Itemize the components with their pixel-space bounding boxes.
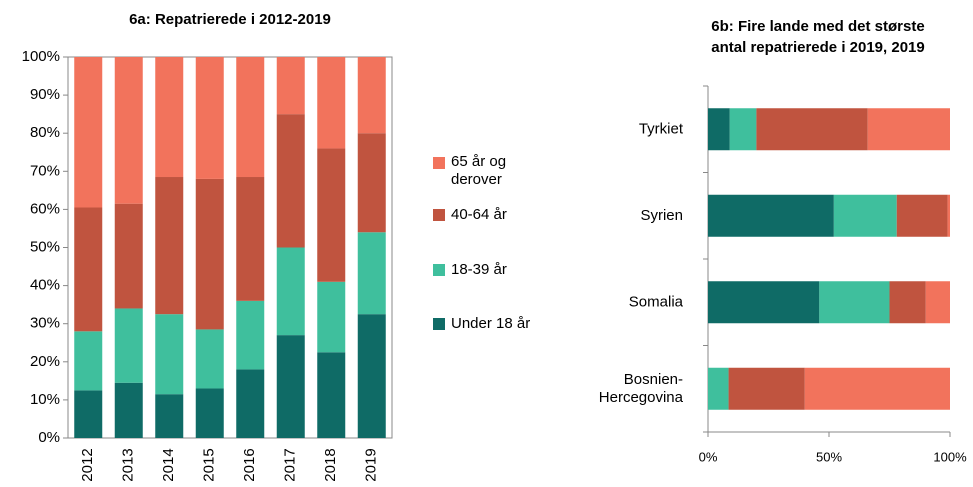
y-tick-label: Bosnien-Hercegovina bbox=[599, 371, 684, 406]
legend-swatch bbox=[433, 157, 445, 169]
bar-segment bbox=[195, 57, 224, 179]
chart-title: 6b: Fire lande med det største bbox=[711, 18, 924, 35]
bar-segment bbox=[114, 57, 143, 204]
legend-swatch bbox=[433, 209, 445, 221]
bar-segment bbox=[195, 388, 224, 438]
bar-segment bbox=[236, 57, 265, 178]
bar-segment bbox=[195, 329, 224, 389]
bar-segment bbox=[155, 394, 184, 438]
y-tick-label: 90% bbox=[30, 86, 60, 103]
bar-segment bbox=[947, 194, 950, 237]
y-tick-label: 0% bbox=[38, 429, 60, 446]
bar-segment bbox=[317, 148, 346, 282]
bar-segment bbox=[236, 369, 265, 438]
bar-segment bbox=[317, 281, 346, 353]
bar-segment bbox=[155, 314, 184, 395]
bar-segment bbox=[708, 194, 834, 237]
bar-segment bbox=[155, 57, 184, 178]
x-tick-label: 2012 bbox=[79, 448, 96, 481]
bar-segment bbox=[236, 300, 265, 370]
x-tick-label: 0% bbox=[699, 449, 718, 464]
y-tick-label: Somalia bbox=[629, 293, 684, 310]
legend-swatch bbox=[433, 264, 445, 276]
chart-title: antal repatrierede i 2019, 2019 bbox=[711, 39, 924, 56]
y-tick-label: 70% bbox=[30, 162, 60, 179]
bar-segment bbox=[155, 177, 184, 315]
bar-segment bbox=[708, 367, 729, 410]
bar-segment bbox=[114, 203, 143, 309]
bar-segment bbox=[276, 57, 305, 115]
chart-title: 6a: Repatrierede i 2012-2019 bbox=[129, 11, 331, 28]
bar-segment bbox=[317, 352, 346, 438]
x-tick-label: 2015 bbox=[201, 448, 218, 481]
bar-segment bbox=[276, 335, 305, 438]
bar-segment bbox=[889, 281, 926, 324]
y-tick-label: 100% bbox=[22, 48, 60, 65]
bar-segment bbox=[925, 281, 950, 324]
y-tick-label: 80% bbox=[30, 124, 60, 141]
bar-segment bbox=[74, 390, 103, 438]
y-tick-label: 40% bbox=[30, 277, 60, 294]
x-tick-label: 2018 bbox=[322, 448, 339, 481]
bar-segment bbox=[819, 281, 890, 324]
bar-segment bbox=[195, 178, 224, 330]
legend-label: 18-39 år bbox=[451, 261, 507, 278]
legend-swatch bbox=[433, 318, 445, 330]
bar-segment bbox=[74, 207, 103, 332]
bar-segment bbox=[74, 331, 103, 391]
bar-segment bbox=[729, 108, 757, 151]
bar-segment bbox=[804, 367, 950, 410]
bar-segment bbox=[114, 382, 143, 438]
bar-segment bbox=[357, 232, 386, 315]
x-tick-label: 2016 bbox=[241, 448, 258, 481]
bar-segment bbox=[756, 108, 868, 151]
bar-segment bbox=[74, 57, 103, 208]
legend-label: 40-64 år bbox=[451, 206, 507, 223]
legend-label: Under 18 år bbox=[451, 315, 530, 332]
bar-segment bbox=[114, 308, 143, 383]
y-tick-label: 10% bbox=[30, 391, 60, 408]
bar-segment bbox=[357, 133, 386, 233]
x-tick-label: 2014 bbox=[160, 448, 177, 481]
y-tick-label: 60% bbox=[30, 200, 60, 217]
bar-segment bbox=[728, 367, 805, 410]
bar-segment bbox=[867, 108, 950, 151]
y-tick-label: 50% bbox=[30, 238, 60, 255]
bar-segment bbox=[236, 177, 265, 301]
bar-segment bbox=[357, 57, 386, 134]
bar-segment bbox=[833, 194, 897, 237]
y-tick-label: Tyrkiet bbox=[639, 120, 684, 137]
y-tick-label: Syrien bbox=[640, 207, 683, 224]
bar-segment bbox=[708, 281, 820, 324]
bar-segment bbox=[276, 247, 305, 336]
x-tick-label: 2019 bbox=[363, 448, 380, 481]
x-tick-label: 2013 bbox=[120, 448, 137, 481]
bar-segment bbox=[357, 314, 386, 438]
bar-segment bbox=[317, 57, 346, 149]
x-tick-label: 2017 bbox=[282, 448, 299, 481]
y-tick-label: 20% bbox=[30, 353, 60, 370]
y-tick-label: 30% bbox=[30, 315, 60, 332]
bar-segment bbox=[896, 194, 948, 237]
bar-segment bbox=[276, 114, 305, 248]
legend-label: 65 år og derover bbox=[451, 153, 506, 188]
x-tick-label: 100% bbox=[933, 449, 967, 464]
x-tick-label: 50% bbox=[816, 449, 842, 464]
bar-segment bbox=[708, 108, 730, 151]
